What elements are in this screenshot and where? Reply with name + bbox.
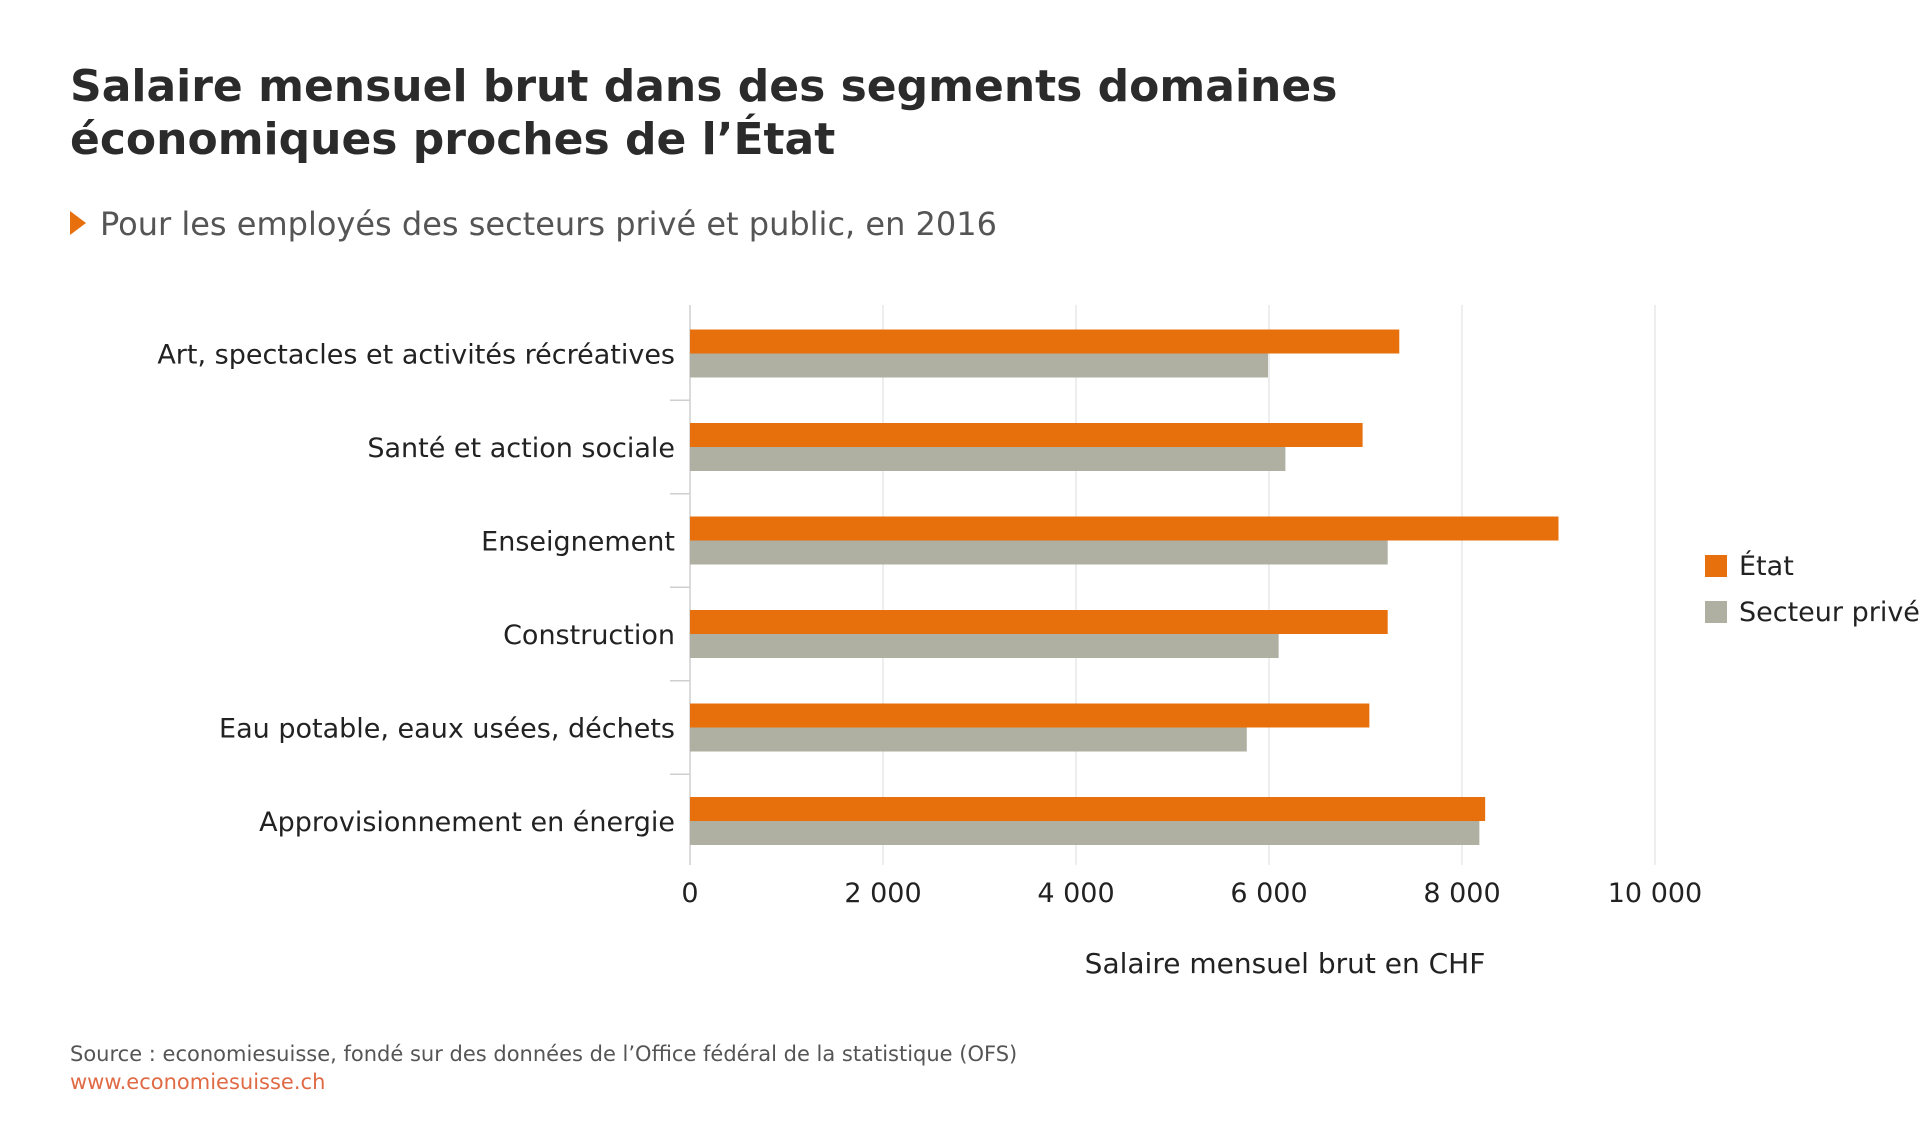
bar <box>690 634 1279 658</box>
bar <box>690 610 1388 634</box>
category-label: Eau potable, eaux usées, déchets <box>219 714 675 745</box>
category-label: Art, spectacles et activités récréatives <box>157 340 675 371</box>
chart-title: Salaire mensuel brut dans des segments d… <box>70 60 1470 166</box>
chart-subtitle-text: Pour les employés des secteurs privé et … <box>100 205 997 243</box>
x-tick-label: 10 000 <box>1608 878 1702 909</box>
x-tick-label: 8 000 <box>1423 878 1500 909</box>
legend-item-secteur-prive: Secteur privé <box>1705 589 1920 635</box>
category-label: Construction <box>503 620 675 651</box>
triangle-bullet-icon <box>70 211 86 235</box>
chart-title-line-1: Salaire mensuel brut dans des segments d… <box>70 61 1338 112</box>
bar <box>690 423 1363 447</box>
bar <box>690 329 1400 354</box>
bar <box>690 516 1559 541</box>
bar <box>690 447 1286 471</box>
legend-item-etat: État <box>1705 543 1920 589</box>
x-tick-label: 4 000 <box>1037 878 1114 909</box>
chart-title-line-2: économiques proches de l’État <box>70 114 836 165</box>
bar <box>690 727 1247 752</box>
category-label: Enseignement <box>481 527 675 558</box>
source-note: Source : economiesuisse, fondé sur des d… <box>70 1042 1018 1066</box>
bar-chart: Art, spectacles et activités récréatives… <box>157 305 1702 980</box>
x-tick-label: 6 000 <box>1230 878 1307 909</box>
website-link[interactable]: www.economiesuisse.ch <box>70 1070 326 1094</box>
x-tick-label: 2 000 <box>844 878 921 909</box>
bar <box>690 797 1486 821</box>
bar <box>690 540 1388 565</box>
bar <box>690 703 1370 728</box>
chart-subtitle: Pour les employés des secteurs privé et … <box>70 205 997 243</box>
chart-legend: État Secteur privé <box>1705 543 1920 635</box>
category-label: Approvisionnement en énergie <box>259 807 675 838</box>
bar <box>690 353 1269 378</box>
legend-label-etat: État <box>1739 550 1794 582</box>
legend-label-secteur-prive: Secteur privé <box>1739 596 1920 628</box>
x-tick-label: 0 <box>681 878 698 909</box>
category-label: Santé et action sociale <box>367 433 675 464</box>
chart-footer: Source : economiesuisse, fondé sur des d… <box>70 1040 1017 1096</box>
bar <box>690 821 1480 845</box>
x-axis-label: Salaire mensuel brut en CHF <box>1085 947 1486 980</box>
legend-swatch-etat <box>1705 555 1727 577</box>
legend-swatch-secteur-prive <box>1705 601 1727 623</box>
